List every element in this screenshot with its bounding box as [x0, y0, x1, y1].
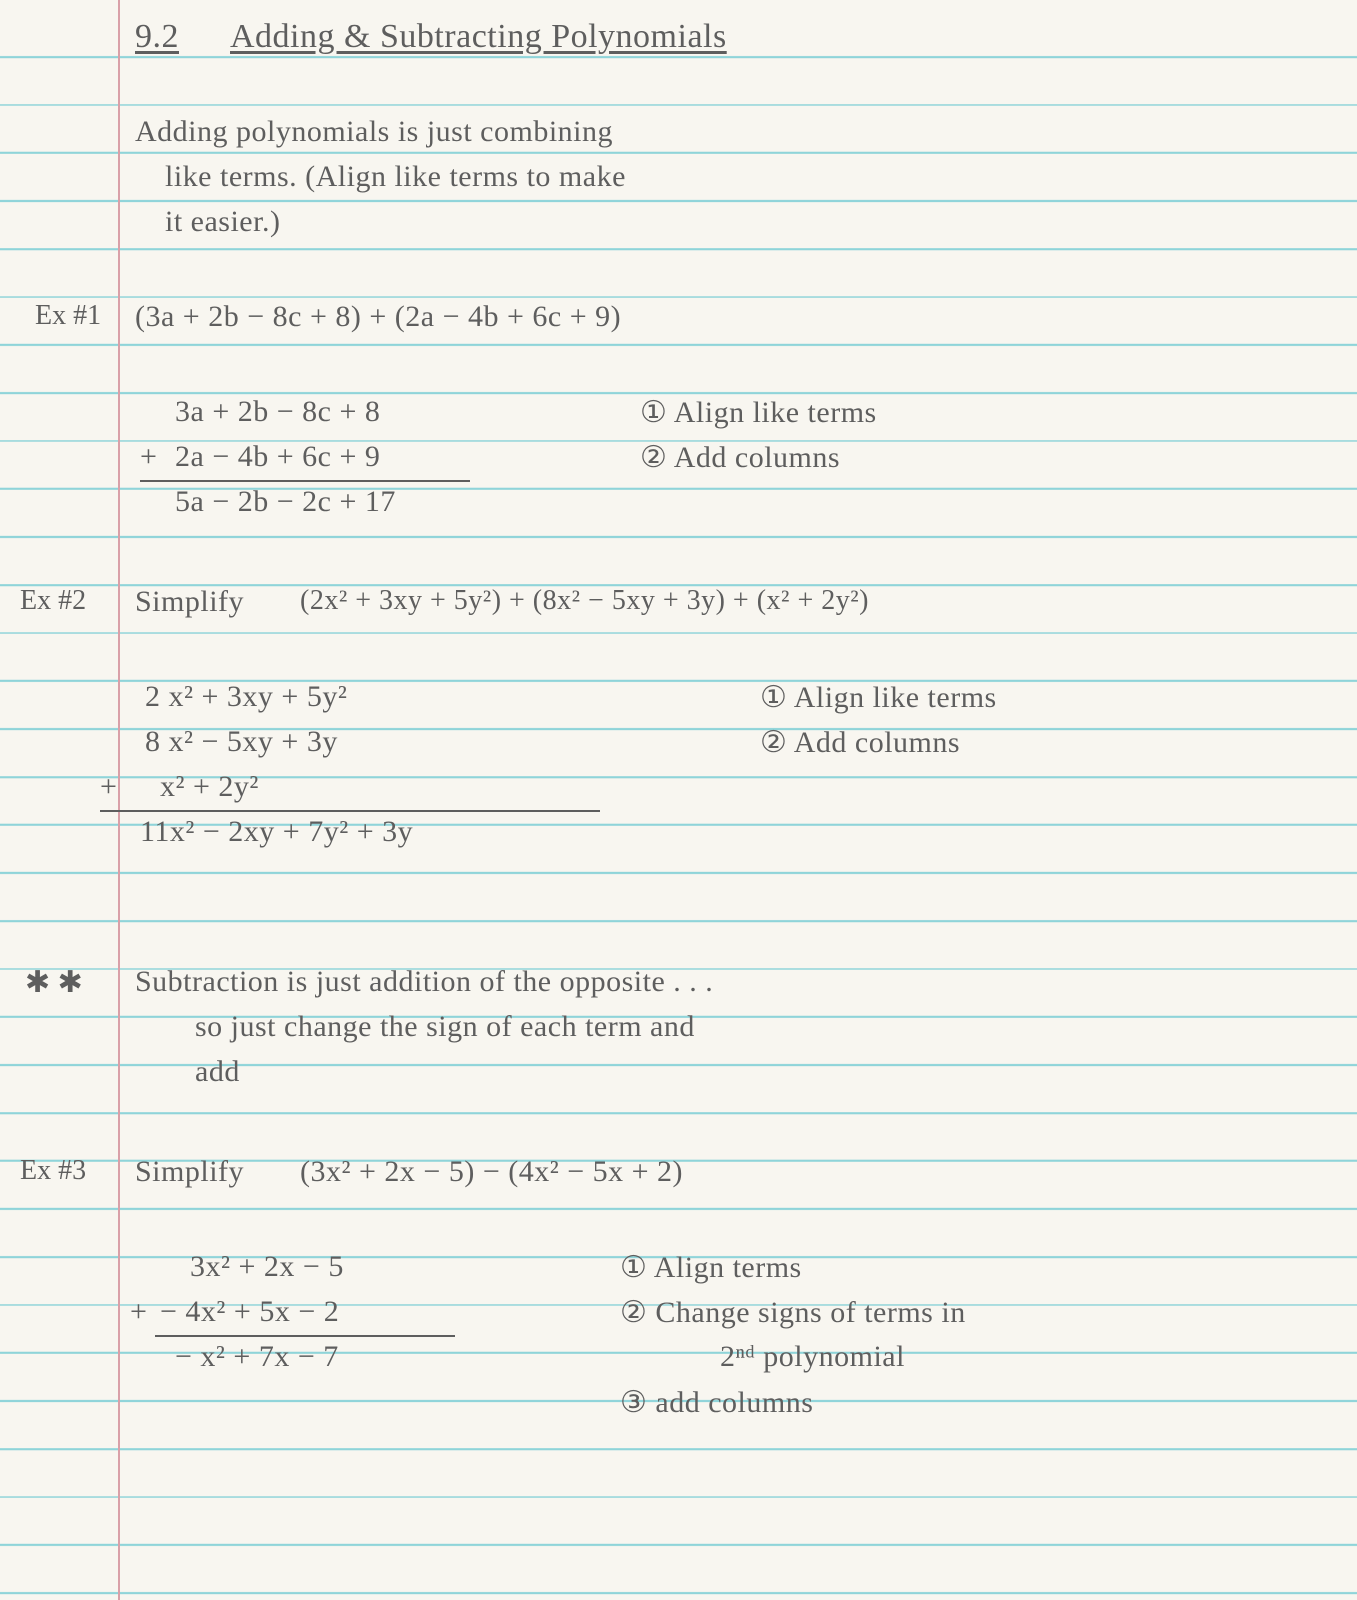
title-text: Adding & Subtracting Polynomials [230, 18, 727, 56]
title-number: 9.2 [135, 18, 179, 56]
ex3-rule [155, 1335, 455, 1337]
intro-l3: it easier.) [165, 205, 280, 239]
ex1-result: 5a − 2b − 2c + 17 [175, 485, 396, 519]
ex3-row2: − 4x² + 5x − 2 [160, 1295, 339, 1329]
intro-l1: Adding polynomials is just combining [135, 115, 613, 149]
sub-l3: add [195, 1055, 240, 1089]
ex2-step1: ① Align like terms [760, 680, 997, 715]
ex2-row3: x² + 2y² [160, 770, 259, 804]
ex3-step1: ① Align terms [620, 1250, 802, 1285]
ex2-rule [100, 810, 600, 812]
ex3-row2-plus: + [130, 1295, 147, 1329]
ex2-heading: Simplify [135, 585, 244, 619]
sub-stars: ✱ ✱ [25, 965, 83, 1000]
sub-l1: Subtraction is just addition of the oppo… [135, 965, 713, 999]
intro-l2: like terms. (Align like terms to make [165, 160, 626, 194]
ex2-row1: 2 x² + 3xy + 5y² [145, 680, 347, 714]
sub-l2: so just change the sign of each term and [195, 1010, 695, 1044]
ex1-problem: (3a + 2b − 8c + 8) + (2a − 4b + 6c + 9) [135, 300, 621, 334]
ex1-step1: ① Align like terms [640, 395, 877, 430]
ex3-label: Ex #3 [20, 1155, 86, 1187]
ex2-result: 11x² − 2xy + 7y² + 3y [140, 815, 413, 849]
ex2-step2: ② Add columns [760, 725, 960, 760]
ex3-problem: (3x² + 2x − 5) − (4x² − 5x + 2) [300, 1155, 683, 1189]
ex2-row2: 8 x² − 5xy + 3y [145, 725, 338, 759]
ex2-label: Ex #2 [20, 585, 86, 617]
ex1-row2: 2a − 4b + 6c + 9 [175, 440, 380, 474]
ex3-heading: Simplify [135, 1155, 244, 1189]
ex3-step3: ③ add columns [620, 1385, 813, 1420]
ex3-step2b: 2ⁿᵈ polynomial [720, 1340, 905, 1374]
ex3-row1: 3x² + 2x − 5 [190, 1250, 344, 1284]
ex1-label: Ex #1 [35, 300, 101, 332]
ex3-result: − x² + 7x − 7 [175, 1340, 339, 1374]
ex1-step2: ② Add columns [640, 440, 840, 475]
note-content: 9.2 Adding & Subtracting Polynomials Add… [0, 0, 1357, 1600]
ex1-rule [140, 480, 470, 482]
ex1-row1: 3a + 2b − 8c + 8 [175, 395, 380, 429]
ex2-row3-plus: + [100, 770, 117, 804]
ex1-plus: + [140, 440, 157, 474]
ex3-step2: ② Change signs of terms in [620, 1295, 966, 1330]
ex2-problem: (2x² + 3xy + 5y²) + (8x² − 5xy + 3y) + (… [300, 585, 869, 617]
